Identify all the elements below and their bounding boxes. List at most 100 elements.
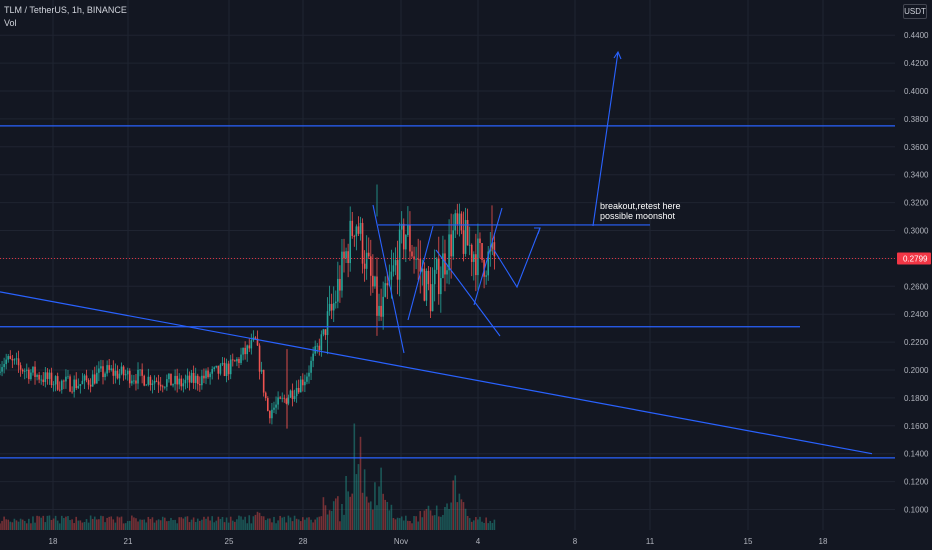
candle-body — [462, 230, 465, 254]
volume-bar — [166, 521, 168, 530]
candle-body — [98, 368, 100, 373]
volume-bar — [54, 515, 57, 530]
volume-bar — [415, 516, 417, 530]
currency-badge[interactable]: USDT — [903, 4, 927, 19]
volume-bar — [244, 516, 246, 530]
annotation-text[interactable]: breakout,retest here possible moonshot — [600, 201, 681, 221]
volume-bar — [203, 516, 205, 530]
candle-body — [36, 374, 38, 377]
volume-bar — [67, 516, 69, 530]
volume-bar — [318, 516, 321, 530]
volume-bar — [104, 522, 106, 530]
candle-body — [409, 224, 411, 252]
candle-body — [464, 220, 467, 254]
pattern-line — [435, 249, 501, 337]
candle-body — [188, 375, 191, 383]
volume-bar — [145, 522, 148, 530]
volume-bar — [419, 511, 422, 530]
candle-body — [258, 345, 261, 372]
volume-bar — [15, 520, 18, 530]
volume-bar — [89, 515, 92, 530]
candle-body — [306, 376, 308, 382]
candle-body — [108, 365, 110, 370]
candle-body — [114, 370, 117, 376]
y-tick-label: 0.1200 — [904, 478, 929, 487]
candle-body — [104, 373, 106, 378]
volume-bar — [180, 517, 183, 530]
volume-bar — [83, 522, 86, 530]
volume-bar — [365, 496, 368, 530]
volume-bar — [168, 520, 170, 530]
candle-body — [196, 375, 199, 385]
volume-bar — [378, 486, 380, 530]
volume-bar — [462, 502, 465, 530]
candle-body — [433, 269, 436, 285]
volume-bar — [460, 499, 463, 530]
volume-bar — [98, 519, 100, 530]
candle-body — [211, 369, 213, 374]
volume-bar — [164, 517, 166, 530]
volume-bar — [347, 491, 349, 530]
volume-bar — [299, 521, 302, 530]
candle-body — [131, 380, 133, 384]
volume-bar — [143, 519, 145, 530]
candle-body — [157, 381, 160, 385]
candle-body — [25, 369, 28, 371]
candle-body — [46, 372, 49, 379]
volume-bar — [372, 509, 374, 530]
candle-body — [485, 275, 487, 277]
volume-bar — [133, 517, 135, 530]
volume-bar — [186, 516, 189, 530]
y-tick-label: 0.4400 — [904, 31, 929, 40]
candle-body — [209, 373, 211, 378]
candle-body — [56, 376, 59, 390]
candle-body — [299, 379, 302, 393]
volume-bar — [483, 522, 485, 530]
candle-body — [85, 375, 88, 381]
candle-body — [269, 410, 271, 419]
volume-indicator-label[interactable]: Vol — [4, 18, 17, 28]
candle-body — [431, 284, 434, 312]
candle-body — [281, 397, 284, 399]
candle-body — [100, 366, 102, 369]
candle-body — [324, 329, 327, 336]
volume-bar — [279, 515, 281, 530]
volume-bar — [374, 482, 376, 530]
candle-body — [359, 222, 362, 234]
candle-body — [475, 254, 477, 276]
volume-bar — [384, 499, 387, 530]
candle-body — [194, 375, 197, 383]
symbol-title[interactable]: TLM / TetherUS, 1h, BINANCE — [4, 5, 127, 15]
candle-body — [378, 305, 380, 316]
candle-body — [159, 384, 162, 387]
volume-bar — [485, 517, 487, 530]
x-tick-label: 25 — [225, 537, 234, 546]
volume-bar — [215, 520, 218, 530]
volume-bar — [396, 517, 399, 530]
candle-body — [141, 369, 143, 376]
volume-bar — [252, 516, 255, 530]
candle-body — [394, 260, 397, 266]
candle-body — [316, 345, 319, 347]
y-tick-label: 0.1000 — [904, 506, 929, 515]
candle-body — [3, 364, 5, 368]
candle-body — [213, 367, 216, 370]
candle-body — [372, 275, 374, 287]
candle-body — [456, 213, 459, 225]
candle-body — [413, 256, 415, 260]
candle-body — [322, 329, 325, 335]
candle-body — [289, 390, 292, 398]
candle-body — [275, 404, 277, 408]
volume-bar — [192, 517, 195, 530]
candle-body — [217, 365, 220, 374]
candle-body — [176, 375, 178, 385]
candle-body — [386, 283, 389, 286]
volume-bar — [250, 523, 253, 530]
volume-bar — [446, 503, 448, 530]
volume-bar — [481, 521, 483, 530]
candle-body — [221, 362, 224, 365]
volume-bar — [118, 517, 121, 530]
volume-bar — [398, 518, 401, 530]
volume-bar — [242, 519, 244, 530]
